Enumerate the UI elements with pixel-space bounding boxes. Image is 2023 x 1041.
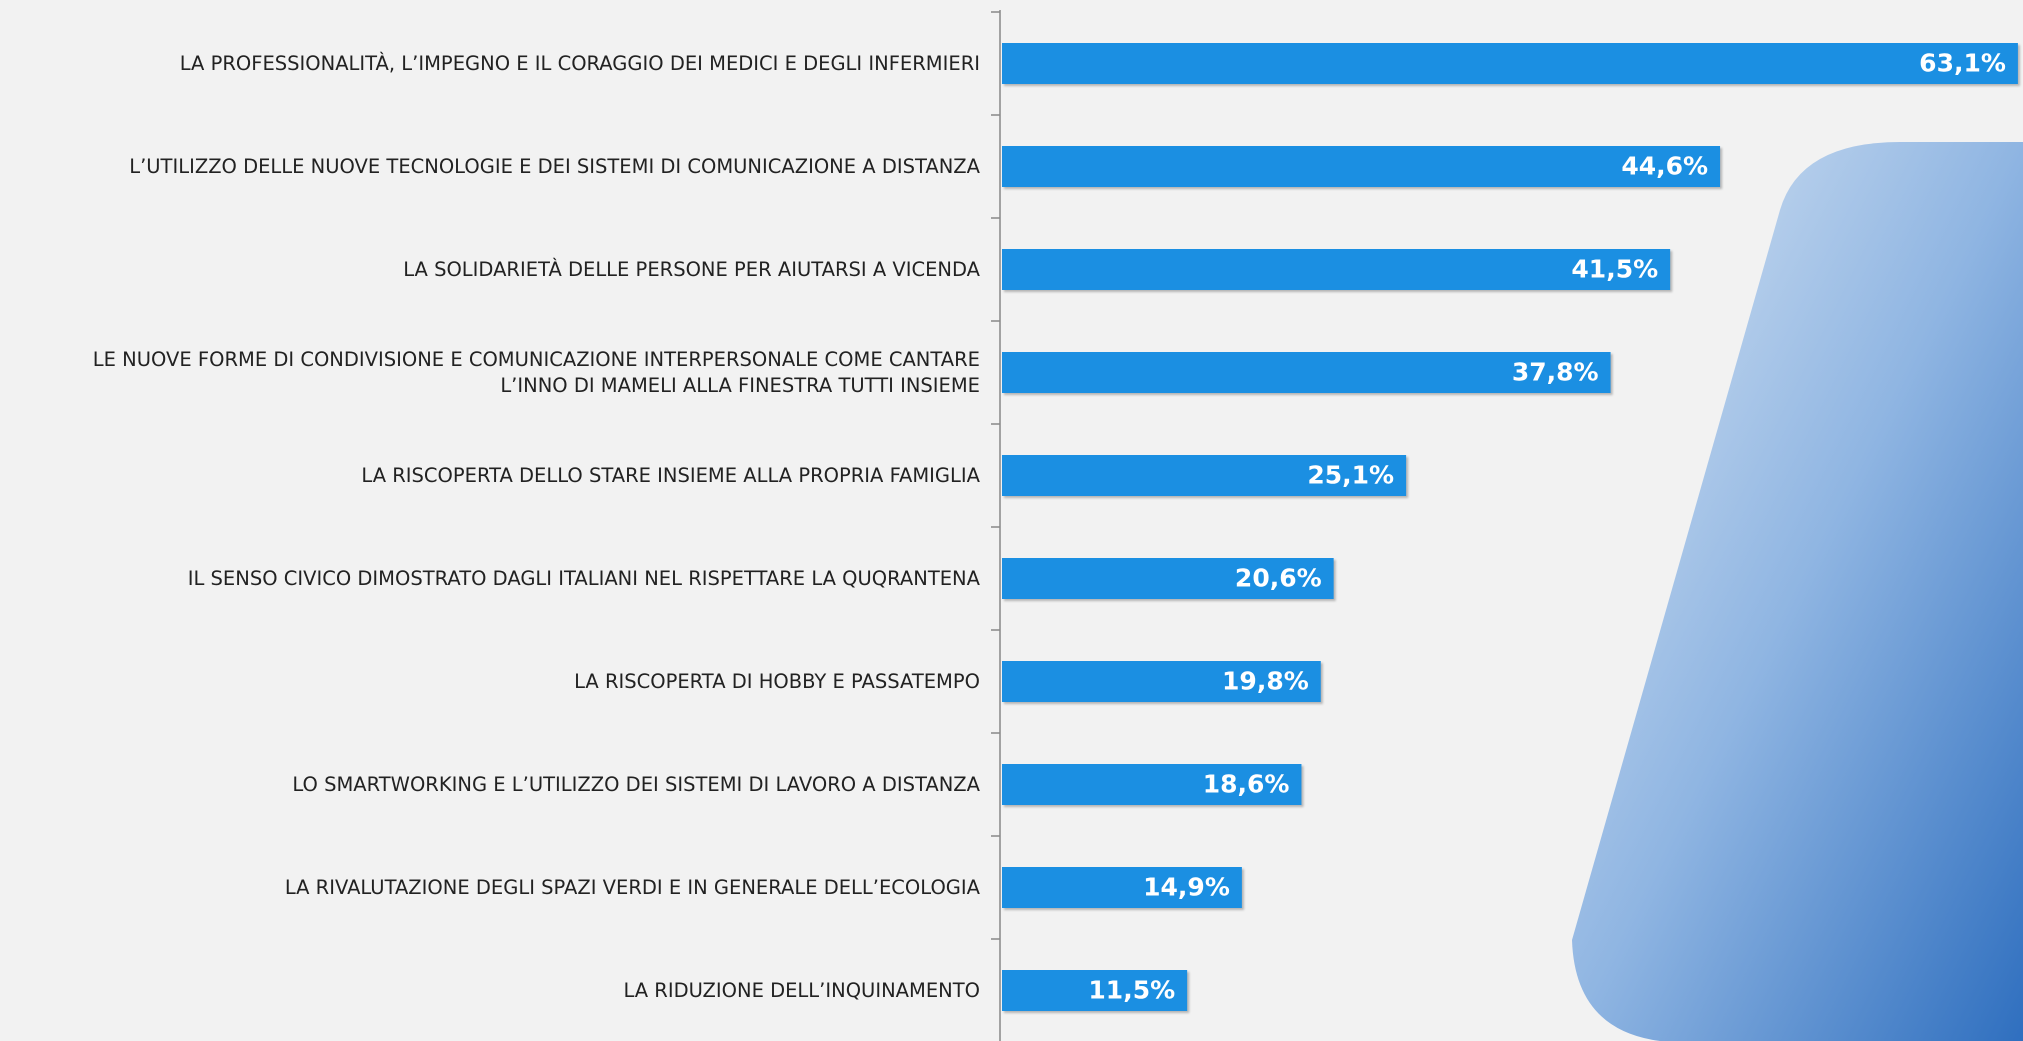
value-label: 19,8% <box>1222 667 1309 696</box>
bar <box>1002 43 2018 84</box>
category-label: LA RISCOPERTA DELLO STARE INSIEME ALLA P… <box>20 424 980 527</box>
bar <box>1002 249 1670 290</box>
value-label: 18,6% <box>1203 770 1290 799</box>
category-label: LA PROFESSIONALITÀ, L’IMPEGNO E IL CORAG… <box>20 12 980 115</box>
category-label: LA RIVALUTAZIONE DEGLI SPAZI VERDI E IN … <box>20 836 980 939</box>
page: 63,1% 44,6% 41,5% 37,8% 25,1% 20,6% 19,8% 18,6%… <box>0 0 2023 1041</box>
value-label: 44,6% <box>1621 152 1708 181</box>
value-label: 11,5% <box>1088 976 1175 1005</box>
bar <box>1002 146 1720 187</box>
value-label: 37,8% <box>1512 358 1599 387</box>
category-label: LA SOLIDARIETÀ DELLE PERSONE PER AIUTARS… <box>20 218 980 321</box>
value-label: 41,5% <box>1571 255 1658 284</box>
category-label: LE NUOVE FORME DI CONDIVISIONE E COMUNIC… <box>20 321 980 424</box>
value-label: 20,6% <box>1235 564 1322 593</box>
category-label: LA RISCOPERTA DI HOBBY E PASSATEMPO <box>20 630 980 733</box>
value-label: 14,9% <box>1143 873 1230 902</box>
category-label: LA RIDUZIONE DELL’INQUINAMENTO <box>20 939 980 1041</box>
value-label: 63,1% <box>1919 49 2006 78</box>
category-label: L’UTILIZZO DELLE NUOVE TECNOLOGIE E DEI … <box>20 115 980 218</box>
category-label: LO SMARTWORKING E L’UTILIZZO DEI SISTEMI… <box>20 733 980 836</box>
category-label: IL SENSO CIVICO DIMOSTRATO DAGLI ITALIAN… <box>20 527 980 630</box>
value-label: 25,1% <box>1307 461 1394 490</box>
